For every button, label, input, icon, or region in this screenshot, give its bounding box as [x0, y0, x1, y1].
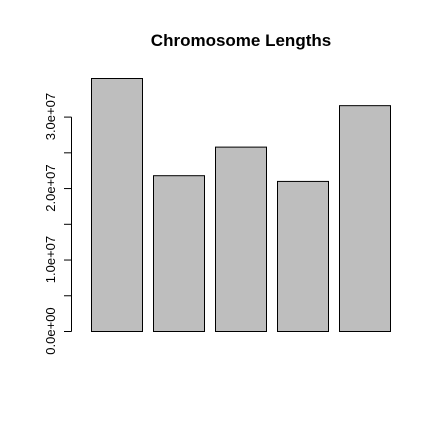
- y-axis: 0.0e+00 1.0e+07 2.0e+07 3.0e+07: [43, 93, 72, 355]
- bar-2: [153, 175, 205, 332]
- bar-4: [277, 180, 329, 332]
- y-tick-label: 2.0e+07: [43, 164, 58, 211]
- y-tick-label: 3.0e+07: [43, 93, 58, 140]
- bar-1: [91, 78, 143, 332]
- y-tick-label: 1.0e+07: [43, 236, 58, 283]
- bar-3: [215, 146, 267, 332]
- chart-title: Chromosome Lengths: [151, 31, 331, 50]
- y-tick-label: 0.0e+00: [43, 307, 58, 354]
- bars-layer: [91, 78, 391, 333]
- bar-5: [339, 105, 391, 333]
